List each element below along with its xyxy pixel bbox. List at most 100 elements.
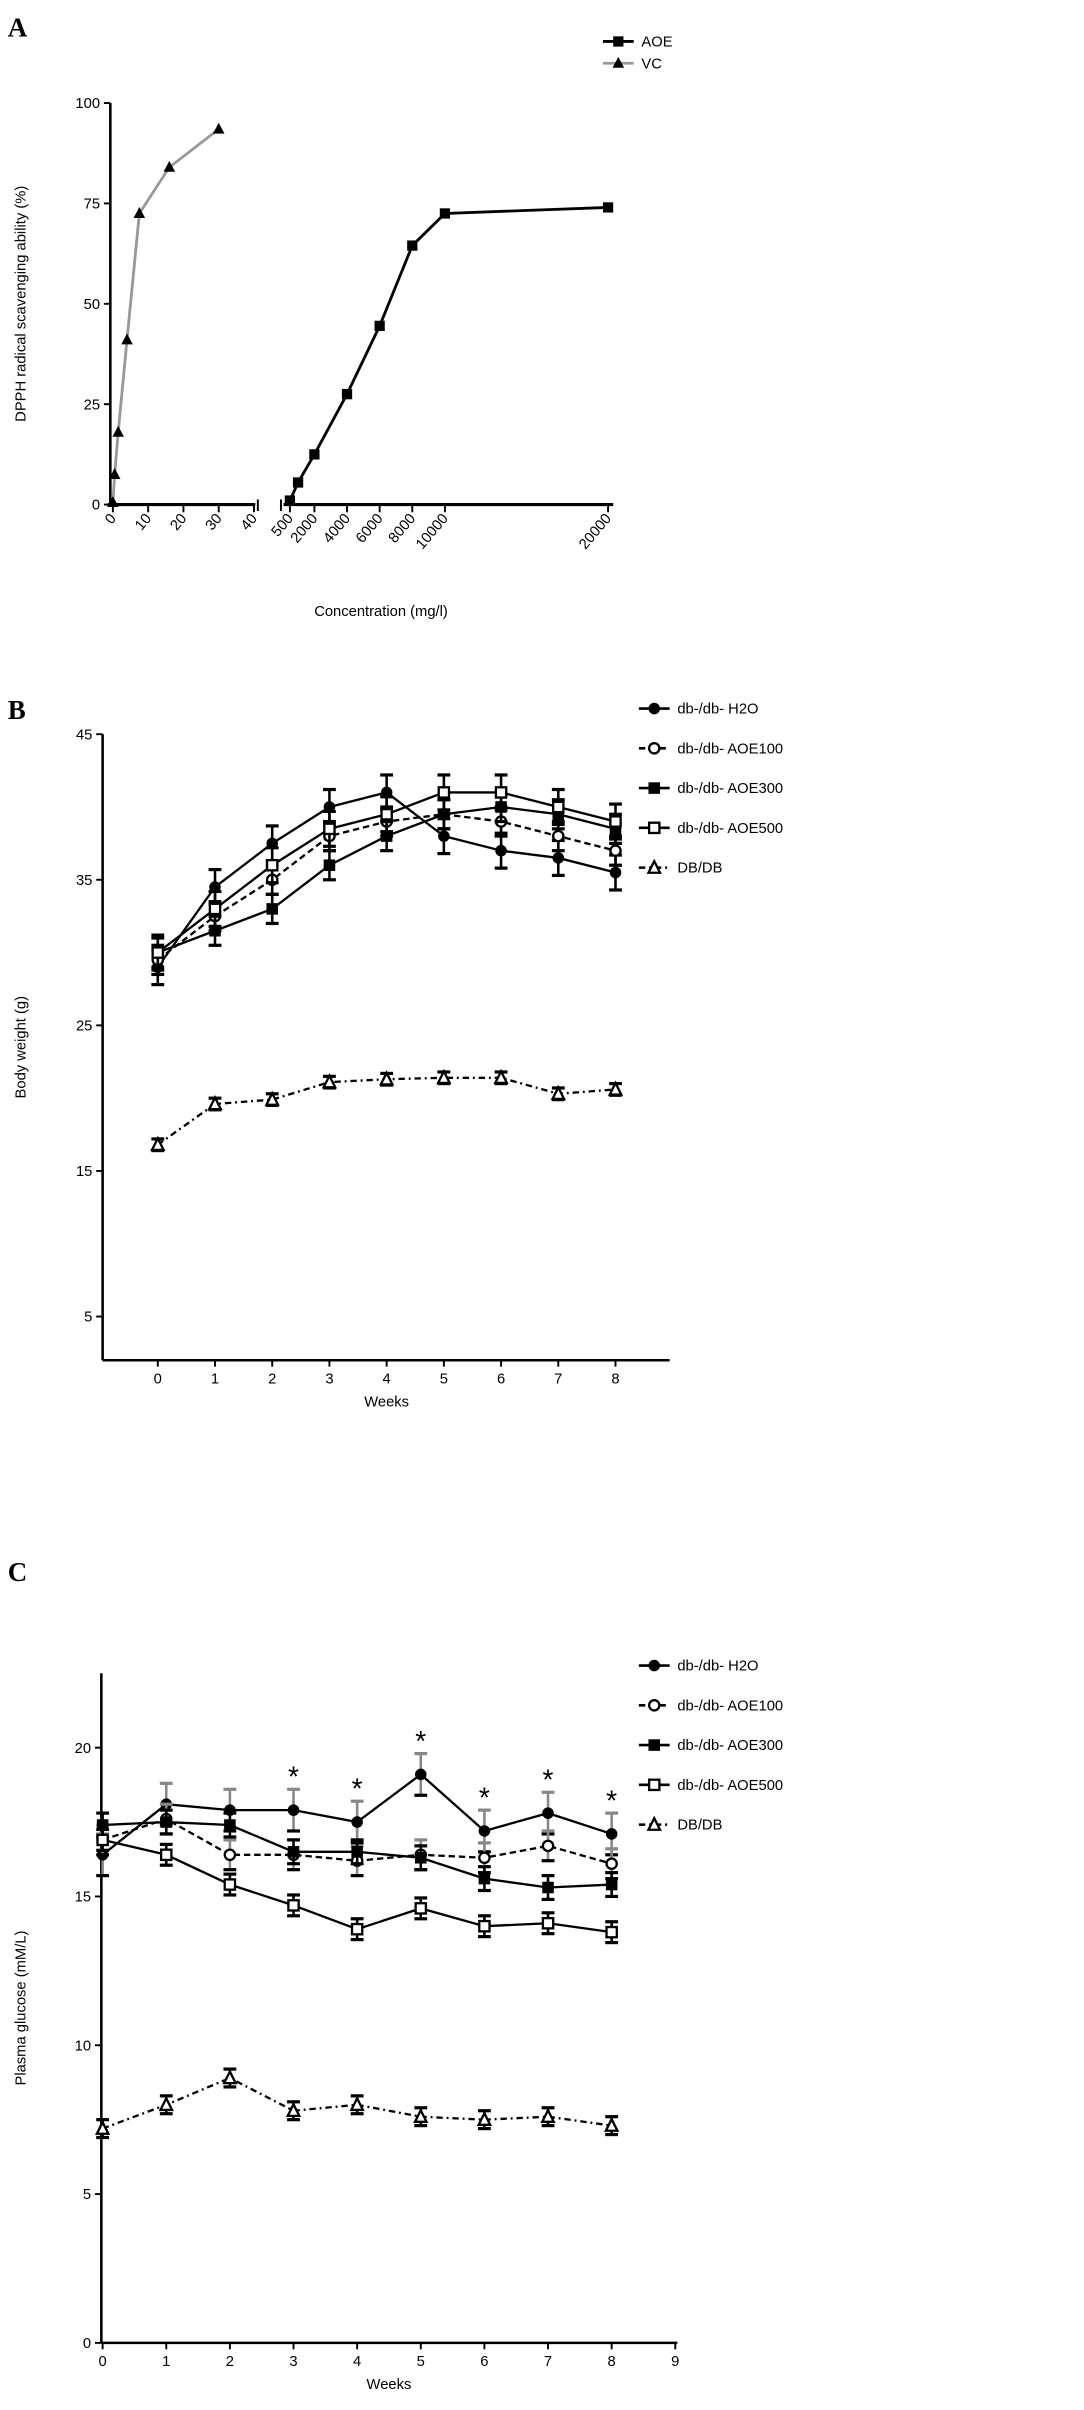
- square-marker: [605, 1878, 618, 1891]
- x-tick-label: 3: [325, 1371, 333, 1387]
- series-aoe: [284, 202, 614, 506]
- legend-label: DB/DB: [677, 1818, 722, 1834]
- triangle-marker: [646, 858, 662, 874]
- square-marker: [609, 815, 622, 828]
- x-tick-label: 4: [383, 1371, 391, 1387]
- series-db-db: [150, 1068, 624, 1153]
- square-marker: [437, 786, 451, 799]
- x-tick-label: 0: [99, 2354, 107, 2370]
- square-marker: [647, 1778, 661, 1792]
- x-tick-label: 6: [480, 2354, 488, 2370]
- x-tick-label: 4: [353, 2354, 361, 2370]
- y-tick-label: 100: [75, 96, 100, 112]
- x-tick-label: 4000: [321, 511, 354, 546]
- square-marker: [374, 320, 385, 332]
- series-line: [288, 206, 609, 502]
- square-marker: [351, 1846, 363, 1858]
- square-marker: [151, 946, 165, 959]
- series-db-db-aoe500: [96, 1827, 619, 1945]
- square-marker: [648, 782, 661, 794]
- triangle-marker: [207, 1094, 223, 1111]
- circle-marker: [647, 742, 661, 755]
- x-tick-label: 2000: [288, 511, 321, 546]
- triangle-marker: [612, 56, 625, 68]
- series-vc: [107, 122, 225, 508]
- square-marker: [542, 1881, 554, 1894]
- circle-marker: [647, 1699, 661, 1712]
- y-axis-title: Body weight (g): [14, 996, 30, 1098]
- y-tick-label: 15: [76, 1164, 92, 1180]
- square-marker: [414, 1851, 427, 1864]
- significance-asterisk: *: [288, 1761, 299, 1793]
- y-tick-label: 25: [84, 397, 100, 413]
- square-marker: [478, 1872, 491, 1885]
- x-tick-label: 6: [497, 1371, 505, 1387]
- significance-asterisk: *: [415, 1725, 426, 1757]
- circle-marker: [542, 1807, 554, 1819]
- significance-asterisk: *: [352, 1773, 363, 1805]
- triangle-marker: [436, 1068, 452, 1085]
- square-marker: [647, 821, 661, 835]
- square-marker: [265, 858, 279, 872]
- x-tick-label: 5: [417, 2354, 425, 2370]
- triangle-marker: [94, 2119, 111, 2135]
- legend-label: DB/DB: [677, 861, 722, 877]
- x-tick-label: 30: [203, 511, 226, 534]
- triangle-marker: [158, 2095, 174, 2112]
- square-marker: [613, 36, 624, 47]
- legend-label: db-/db- H2O: [677, 702, 758, 718]
- x-tick-label: 0: [102, 511, 120, 528]
- series-db-db-aoe300: [96, 1808, 619, 1902]
- x-tick-label: 20: [168, 511, 191, 534]
- legend-label: db-/db- H2O: [677, 1659, 758, 1675]
- legend-label: db-/db- AOE100: [677, 1698, 783, 1714]
- x-tick-label: 8: [608, 2354, 616, 2370]
- circle-marker: [541, 1839, 555, 1853]
- y-tick-label: 0: [92, 498, 100, 514]
- y-axis-title: DPPH radical scavenging ability (%): [14, 186, 30, 422]
- triangle-marker: [493, 1068, 509, 1085]
- y-tick-label: 25: [76, 1019, 92, 1035]
- triangle-marker: [476, 2110, 493, 2126]
- square-marker: [287, 1846, 300, 1858]
- y-tick-label: 5: [84, 1310, 92, 1326]
- square-marker: [478, 1919, 491, 1933]
- triangle-marker: [349, 2095, 365, 2112]
- x-tick-label: 7: [544, 2354, 552, 2370]
- triangle-marker: [108, 468, 121, 479]
- square-marker: [323, 859, 336, 871]
- y-tick-label: 50: [84, 297, 100, 313]
- panel-label: A: [8, 12, 28, 42]
- circle-marker: [648, 702, 661, 715]
- triangle-marker: [150, 1135, 166, 1152]
- triangle-marker: [264, 1090, 280, 1106]
- x-tick-label: 8: [611, 1371, 619, 1387]
- y-tick-label: 5: [83, 2187, 91, 2203]
- x-tick-label: 40: [238, 511, 261, 534]
- y-tick-label: 0: [83, 2336, 91, 2352]
- y-tick-label: 10: [75, 2038, 91, 2054]
- circle-marker: [438, 830, 450, 842]
- x-tick-label: 20000: [576, 511, 615, 553]
- triangle-marker: [121, 333, 133, 345]
- x-tick-label: 1: [211, 1371, 219, 1387]
- legend-label: db-/db- AOE500: [677, 1778, 783, 1794]
- x-tick-label: 5: [440, 1371, 448, 1387]
- circle-marker: [414, 1768, 427, 1781]
- square-marker: [96, 1833, 109, 1847]
- series-line: [102, 2076, 612, 2130]
- y-tick-label: 35: [76, 873, 92, 889]
- circle-marker: [605, 1857, 618, 1870]
- significance-asterisk: *: [543, 1764, 554, 1796]
- circle-marker: [478, 1825, 491, 1837]
- square-marker: [407, 240, 418, 251]
- x-axis-title: Concentration (mg/l): [314, 604, 448, 620]
- series-line: [157, 1076, 616, 1146]
- panel-label: B: [8, 695, 26, 725]
- x-axis-title: Weeks: [367, 2377, 412, 2393]
- square-marker: [309, 449, 320, 460]
- square-marker: [208, 902, 222, 916]
- series-line: [111, 128, 220, 503]
- circle-marker: [351, 1816, 363, 1828]
